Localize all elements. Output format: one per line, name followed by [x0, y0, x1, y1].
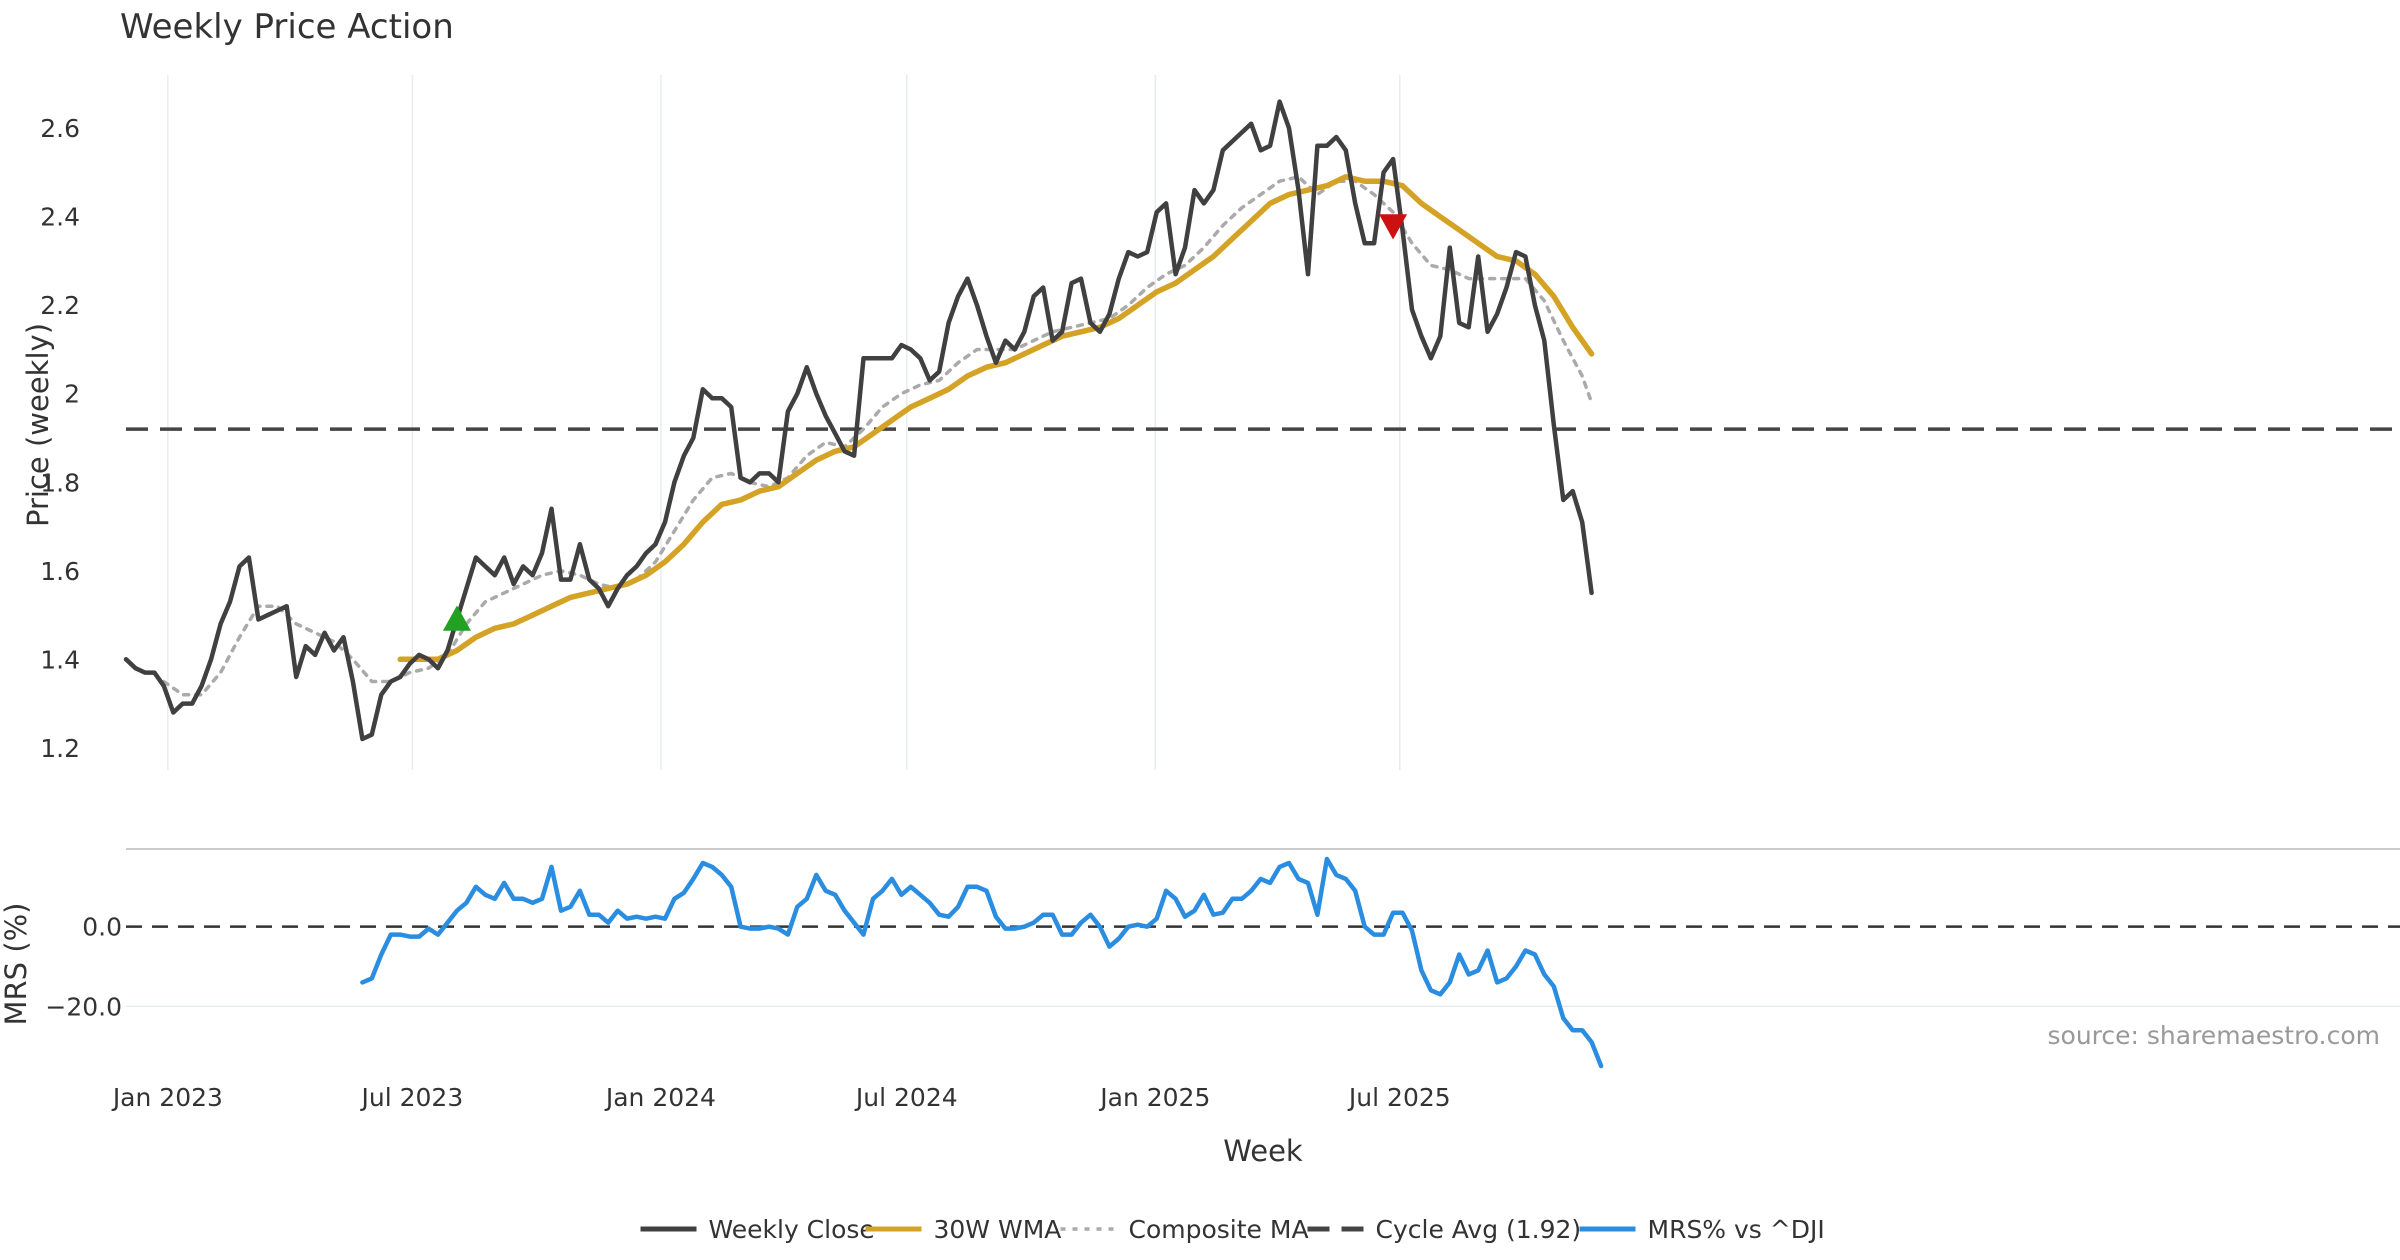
grid-layer — [126, 75, 2400, 1008]
chart-title: Weekly Price Action — [120, 7, 454, 47]
legend-item: Composite MA — [1060, 1215, 1309, 1244]
price-y-tick-label: 2.6 — [40, 114, 80, 143]
x-tick-label: Jul 2025 — [1347, 1083, 1451, 1112]
mrs-panel — [126, 856, 2400, 1069]
legend-item: Weekly Close — [640, 1215, 875, 1244]
price-axis-title: Price (weekly) — [21, 323, 55, 527]
source-label: source: sharemaestro.com — [2048, 1021, 2381, 1050]
weekly-close-line — [123, 99, 1594, 742]
mrs-axis-title: MRS (%) — [0, 903, 33, 1026]
mrs-y-tick-label: −20.0 — [45, 992, 122, 1021]
x-tick-label: Jan 2023 — [111, 1083, 223, 1112]
price-y-tick-label: 2.2 — [40, 291, 80, 320]
x-tick-label: Jul 2024 — [854, 1083, 958, 1112]
legend-label: 30W WMA — [934, 1215, 1062, 1244]
x-tick-label: Jan 2024 — [604, 1083, 716, 1112]
axis-layer: Jan 2023 Jul 2023 Jan 2024 Jul 2024 Jan 2025… — [40, 114, 1450, 1112]
legend-label: Weekly Close — [709, 1215, 875, 1244]
legend-item: MRS% vs ^DJI — [1579, 1215, 1825, 1244]
legend-item: Cycle Avg (1.92) — [1307, 1215, 1582, 1244]
price-y-tick-label: 2 — [64, 380, 80, 409]
mrs-line — [360, 856, 1604, 1069]
price-y-tick-label: 1.2 — [40, 734, 80, 763]
x-tick-label: Jul 2023 — [360, 1083, 464, 1112]
price-panel — [123, 99, 2400, 742]
legend: Weekly Close 30W WMA Composite MA Cycle Avg… — [640, 1215, 1825, 1244]
composite-ma-line — [162, 175, 1594, 697]
wma-30w-line — [397, 174, 1595, 663]
buy-signal-marker — [442, 605, 471, 631]
x-tick-label: Jan 2025 — [1098, 1083, 1210, 1112]
price-y-tick-label: 1.8 — [40, 468, 80, 497]
price-y-tick-label: 2.4 — [40, 203, 80, 232]
price-y-tick-label: 1.6 — [40, 557, 80, 586]
price-y-tick-label: 1.4 — [40, 645, 80, 674]
legend-label: MRS% vs ^DJI — [1648, 1215, 1825, 1244]
legend-label: Composite MA — [1129, 1215, 1309, 1244]
legend-item: 30W WMA — [865, 1215, 1062, 1244]
sell-signal-marker — [1379, 214, 1408, 240]
x-axis-title: Week — [1223, 1134, 1303, 1168]
legend-label: Cycle Avg (1.92) — [1376, 1215, 1582, 1244]
mrs-y-tick-label: 0.0 — [82, 913, 122, 942]
